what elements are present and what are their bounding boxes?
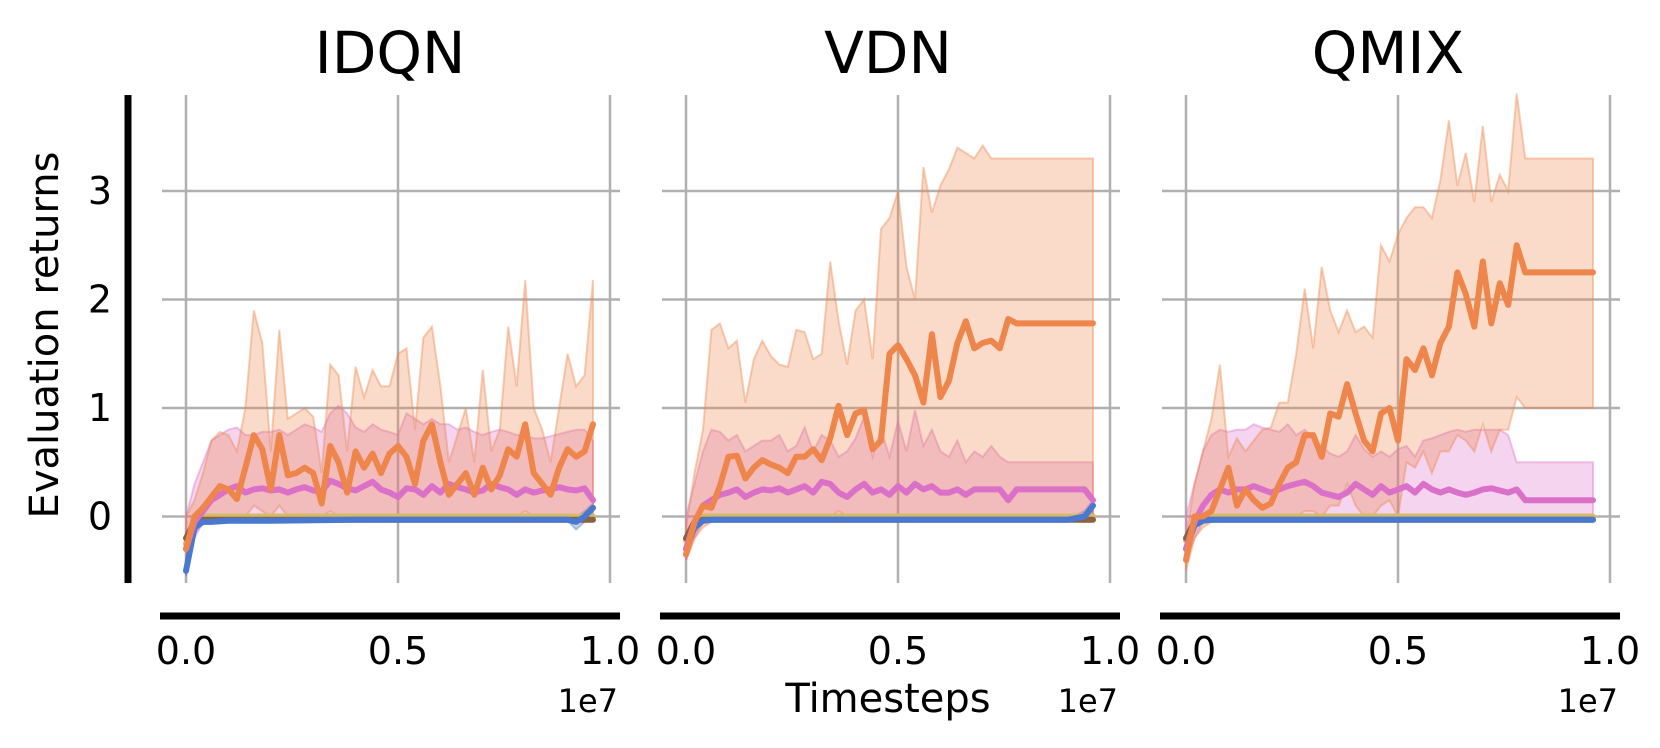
x-offset-label: 1e7: [1558, 682, 1618, 720]
series-line-2: [1183, 516, 1596, 552]
x-tick-label: 1.0: [1580, 629, 1640, 673]
panel-title: IDQN: [315, 19, 466, 87]
y-tick-label: 0: [88, 495, 112, 539]
series-line-4: [183, 421, 596, 552]
series-line-3: [1183, 478, 1596, 552]
x-tick-label: 0.5: [368, 629, 428, 673]
x-offset-label: 1e7: [1058, 682, 1118, 720]
panel-qmix: 0.0 0.5 1.0 QMIX 1e7: [1156, 19, 1640, 720]
y-tick-label: 2: [88, 278, 112, 322]
x-axis-label: Timesteps: [784, 676, 990, 722]
panel-title: QMIX: [1312, 19, 1465, 87]
series-band-4: [1185, 93, 1594, 572]
x-offset-label: 1e7: [558, 682, 618, 720]
x-tick-label: 0.0: [156, 629, 216, 673]
x-tick-label: 0.5: [1368, 629, 1428, 673]
panel-idqn: 0.0 0.5 1.0 0 1 2 3 IDQN 1e7: [88, 19, 640, 720]
x-tick-label: 1.0: [1080, 629, 1140, 673]
series-band-4: [185, 279, 594, 571]
x-tick-label: 0.0: [656, 629, 716, 673]
panel-title: VDN: [824, 19, 952, 87]
series-line-3: [183, 477, 596, 552]
y-tick-label: 1: [88, 386, 112, 430]
x-tick-label: 0.0: [1156, 629, 1216, 673]
series-line-3: [683, 478, 1096, 552]
series-line-4: [1183, 242, 1596, 563]
y-tick-label: 3: [88, 169, 112, 213]
series-line-4: [683, 316, 1096, 558]
y-axis-label: Evaluation returns: [22, 152, 68, 519]
series-line-2: [183, 504, 596, 574]
panel-vdn: 0.0 0.5 1.0 VDN 1e7: [656, 19, 1140, 720]
x-tick-label: 0.5: [868, 629, 928, 673]
series-line-2: [683, 502, 1096, 552]
x-tick-label: 1.0: [580, 629, 640, 673]
